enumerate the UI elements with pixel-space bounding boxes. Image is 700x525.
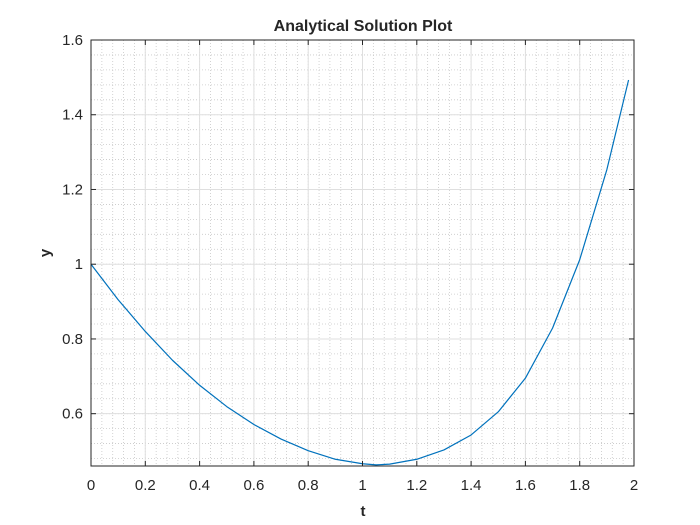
x-tick-label: 1.8 xyxy=(569,477,590,494)
x-tick-label: 0 xyxy=(87,477,95,494)
x-tick-label: 0.2 xyxy=(135,477,156,494)
series-layer xyxy=(90,79,630,466)
y-tick-label: 1.4 xyxy=(62,107,83,124)
series-line-1 xyxy=(90,79,630,466)
chart-title: Analytical Solution Plot xyxy=(274,18,453,35)
y-axis-ticks: 0.6 0.8 1 1.2 1.4 1.6 xyxy=(62,32,634,423)
x-tick-label: 1.2 xyxy=(406,477,427,494)
y-tick-label: 1 xyxy=(75,256,83,273)
x-axis-label: t xyxy=(361,503,366,520)
y-tick-label: 1.6 xyxy=(62,32,83,49)
x-tick-label: 2 xyxy=(630,477,638,494)
y-tick-label: 0.6 xyxy=(62,406,83,423)
x-axis-ticks: 0 0.2 0.4 0.6 0.8 1 1.2 1.4 1.6 1.8 2 xyxy=(87,40,638,494)
x-tick-label: 0.4 xyxy=(189,477,210,494)
x-tick-label: 1.6 xyxy=(515,477,536,494)
x-tick-label: 1 xyxy=(358,477,366,494)
y-tick-label: 0.8 xyxy=(62,331,83,348)
x-tick-label: 0.8 xyxy=(298,477,319,494)
plot-area: 0 0.2 0.4 0.6 0.8 1 1.2 1.4 1.6 1.8 2 0.6 0.8 1 1.2 1.… xyxy=(62,32,638,494)
y-axis-label: y xyxy=(37,248,54,257)
y-tick-label: 1.2 xyxy=(62,181,83,198)
x-tick-label: 1.4 xyxy=(461,477,482,494)
x-tick-label: 0.6 xyxy=(243,477,264,494)
